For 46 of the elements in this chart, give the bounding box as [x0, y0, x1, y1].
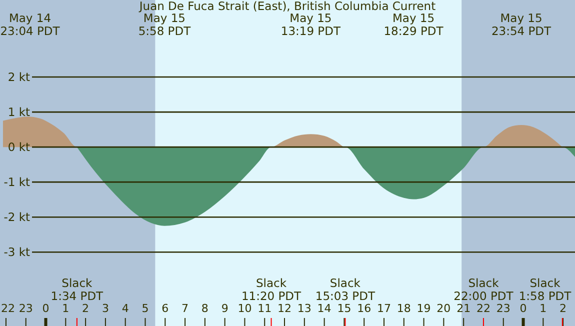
y-tick-label: 1 kt [8, 105, 30, 120]
x-tick-label: 18 [396, 302, 411, 315]
annotation: Slack 1:34 PDT [50, 276, 104, 303]
x-tick-label: 11 [258, 302, 272, 315]
annotation: Slack 15:03 PDT [315, 276, 376, 303]
x-tick-label: 2 [560, 302, 567, 315]
annotation: May 14 23:04 PDT [0, 11, 61, 38]
annotation: May 15 13:19 PDT [280, 11, 342, 38]
x-tick-label: 17 [376, 302, 391, 315]
y-tick-label: -1 kt [4, 175, 30, 190]
x-tick-label: 12 [278, 302, 292, 315]
x-tick-label: 4 [122, 302, 129, 315]
x-tick-label: 13 [297, 302, 312, 315]
annotation: Slack 1:58 PDT [518, 276, 572, 303]
annotation: May 15 5:58 PDT [138, 11, 192, 38]
x-tick-label: 10 [238, 302, 252, 315]
x-tick-label: 7 [182, 302, 189, 315]
x-tick-label: 2 [82, 302, 90, 315]
x-tick-label: 14 [317, 302, 332, 315]
x-tick-label: 20 [436, 302, 451, 315]
y-tick-label: -2 kt [4, 210, 30, 224]
y-tick-label: 2 kt [8, 70, 30, 84]
x-tick-label: 22 [476, 302, 490, 315]
y-tick-label: -3 kt [4, 245, 30, 260]
annotation: May 15 18:29 PDT [384, 11, 444, 38]
annotation: Slack 11:20 PDT [241, 276, 302, 303]
x-tick-label: 15 [337, 302, 352, 315]
y-tick-label: 0 kt [8, 140, 30, 154]
x-tick-label: 21 [456, 302, 471, 315]
annotation: May 15 23:54 PDT [491, 11, 552, 38]
x-tick-label: 23 [496, 302, 510, 315]
x-tick-label: 19 [416, 302, 431, 315]
x-tick-label: 6 [162, 302, 169, 315]
x-tick-label: 0 [42, 302, 50, 315]
x-tick-label: 8 [201, 302, 208, 315]
annotation: Slack 22:00 PDT [454, 276, 514, 303]
x-tick-label: 16 [357, 302, 372, 315]
x-tick-label: 1 [62, 302, 70, 315]
x-tick-label: 3 [102, 302, 109, 315]
x-tick-label: 9 [221, 302, 228, 315]
x-tick-label: 1 [540, 302, 547, 315]
x-tick-label: 23 [18, 302, 33, 315]
chart-title: Juan De Fuca Strait (East), British Columbia Current [138, 0, 436, 13]
x-tick-label: 5 [142, 302, 149, 315]
x-tick-label: 22 [1, 302, 15, 315]
x-tick-label: 0 [520, 302, 527, 315]
